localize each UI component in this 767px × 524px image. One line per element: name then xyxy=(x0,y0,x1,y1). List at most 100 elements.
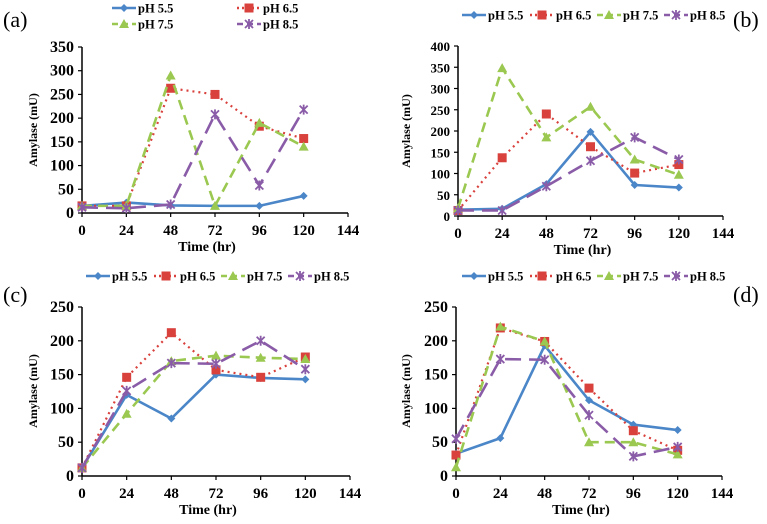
legend-marker xyxy=(604,10,614,19)
data-point xyxy=(672,449,683,459)
x-tick-label: 0 xyxy=(78,486,86,502)
legend-label: pH 6.5 xyxy=(263,2,298,16)
data-point xyxy=(210,89,220,99)
data-point xyxy=(210,200,220,210)
y-tick-label: 200 xyxy=(431,124,451,139)
series-pH-5-5 xyxy=(452,341,682,458)
data-point xyxy=(254,117,265,127)
y-tick-label: 0 xyxy=(66,468,74,485)
data-point xyxy=(165,70,176,80)
legend-marker xyxy=(295,271,305,281)
x-tick-label: 72 xyxy=(583,226,598,242)
data-point xyxy=(255,352,266,362)
data-point xyxy=(122,372,132,382)
legend-label: pH 5.5 xyxy=(138,2,173,16)
data-point xyxy=(298,141,309,151)
series-line xyxy=(80,339,307,469)
data-point xyxy=(584,410,594,421)
legend-marker xyxy=(228,271,238,280)
panel-label: (d) xyxy=(733,282,759,307)
legend-label: pH 5.5 xyxy=(488,9,523,23)
legend-item: pH 7.5 xyxy=(597,9,658,23)
data-point xyxy=(166,83,176,93)
series-line xyxy=(82,87,304,207)
series-line xyxy=(454,324,679,468)
data-point xyxy=(674,183,683,192)
x-tick-label: 120 xyxy=(668,226,691,242)
series-pH-7-5 xyxy=(451,321,683,472)
series-pH-8-5 xyxy=(77,104,309,214)
y-tick-label: 50 xyxy=(58,434,74,451)
data-point xyxy=(541,109,551,119)
data-point xyxy=(256,335,266,346)
y-tick-label: 150 xyxy=(424,367,448,384)
legend-marker xyxy=(537,271,547,281)
data-point xyxy=(497,205,507,216)
data-point xyxy=(540,354,550,365)
data-point xyxy=(495,321,506,331)
series-pH-6-5 xyxy=(77,83,309,211)
data-point xyxy=(255,201,264,210)
legend-label: pH 6.5 xyxy=(556,9,591,23)
x-tick-label: 96 xyxy=(627,226,643,242)
y-tick-label: 50 xyxy=(58,181,74,198)
x-tick-label: 48 xyxy=(164,486,179,502)
data-point xyxy=(121,408,132,418)
x-tick-label: 48 xyxy=(539,226,554,242)
data-point xyxy=(673,426,682,435)
series-line xyxy=(81,331,306,469)
data-point xyxy=(586,127,595,136)
legend-marker xyxy=(671,271,681,281)
data-point xyxy=(630,180,639,189)
x-axis-title: Time (hr) xyxy=(178,240,236,255)
legend-marker xyxy=(94,272,102,280)
legend-item: pH 8.5 xyxy=(237,18,298,32)
legend-item: pH 6.5 xyxy=(530,270,591,284)
y-tick-label: 300 xyxy=(50,63,74,80)
legend-label: pH 8.5 xyxy=(690,9,725,23)
legend-item: pH 5.5 xyxy=(462,9,523,23)
series-pH-5-5 xyxy=(78,370,310,472)
y-tick-label: 150 xyxy=(50,134,74,151)
y-tick-label: 250 xyxy=(50,299,74,316)
panel-c: 0 50 100 150 200 250 0 24 48 72 96 120 144 Time (hr) A… xyxy=(3,270,362,519)
y-tick-label: 100 xyxy=(424,400,448,417)
series-pH-7-5 xyxy=(77,350,311,472)
x-tick-label: 144 xyxy=(337,223,360,239)
x-tick-label: 144 xyxy=(339,486,362,502)
legend-item: pH 6.5 xyxy=(154,270,215,284)
legend-item: pH 8.5 xyxy=(288,270,349,284)
panel-label: (a) xyxy=(3,7,27,32)
data-point xyxy=(211,350,221,360)
legend-item: pH 7.5 xyxy=(597,270,658,284)
legend-marker xyxy=(537,10,547,20)
series-pH-8-5 xyxy=(453,132,684,216)
legend-label: pH 5.5 xyxy=(488,270,523,284)
y-tick-label: 350 xyxy=(50,39,74,56)
y-tick-label: 200 xyxy=(50,333,74,350)
legend-label: pH 7.5 xyxy=(138,18,173,32)
legend-item: pH 7.5 xyxy=(221,270,282,284)
data-point xyxy=(674,160,684,170)
data-point xyxy=(673,441,683,452)
data-point xyxy=(77,462,87,473)
legend-item: pH 7.5 xyxy=(112,18,173,32)
data-point xyxy=(256,372,266,382)
y-tick-label: 0 xyxy=(66,205,74,222)
y-tick-label: 250 xyxy=(50,86,74,103)
x-tick-label: 48 xyxy=(537,486,552,502)
legend-marker xyxy=(119,19,129,28)
data-point xyxy=(451,450,461,460)
x-axis-title: Time (hr) xyxy=(179,503,237,518)
panel-label: (b) xyxy=(733,7,759,32)
data-point xyxy=(541,181,551,192)
data-point xyxy=(77,202,87,213)
data-point xyxy=(497,63,508,73)
series-line xyxy=(81,194,304,208)
y-axis-title: Amylase (mU) xyxy=(26,354,40,428)
legend-marker xyxy=(604,271,614,280)
y-tick-label: 300 xyxy=(431,82,451,97)
legend-item: pH 5.5 xyxy=(86,270,147,284)
legend-item: pH 6.5 xyxy=(530,9,591,23)
data-point xyxy=(299,104,309,115)
